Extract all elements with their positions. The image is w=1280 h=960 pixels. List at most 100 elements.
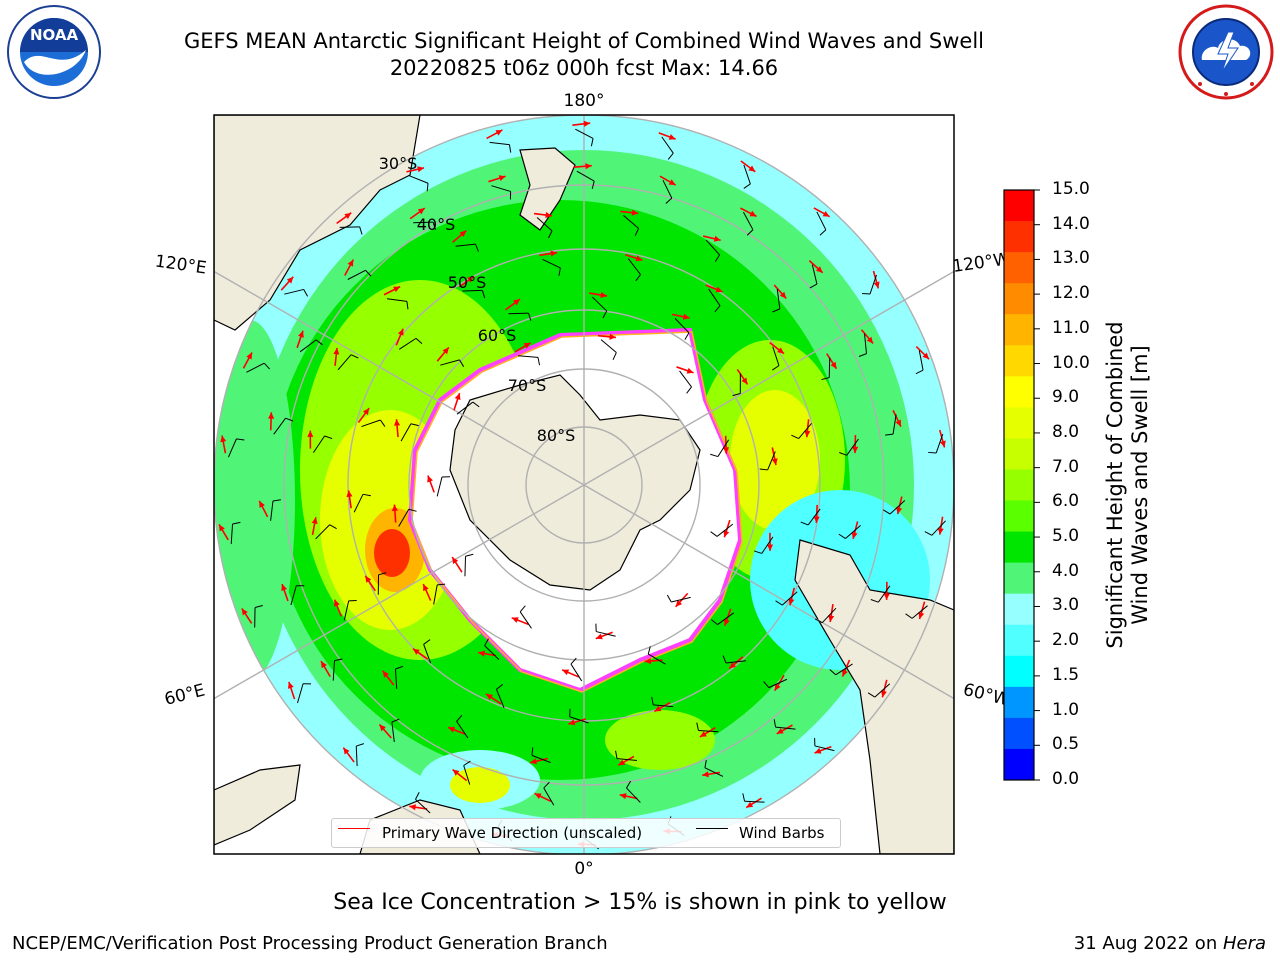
wave-arrowhead — [631, 209, 639, 216]
wind-barb — [864, 333, 867, 354]
wave-arrowhead — [523, 342, 531, 349]
wind-barb — [591, 296, 608, 312]
wind-barb-feather — [263, 362, 271, 370]
wave-arrowhead — [668, 134, 676, 140]
wind-barb — [828, 357, 831, 378]
wind-barb — [596, 631, 616, 637]
wave-arrowhead — [699, 731, 707, 737]
wind-barb-feather — [459, 359, 465, 367]
wind-barb — [508, 312, 529, 315]
wave-arrowhead — [815, 266, 823, 273]
wave-arrowhead — [427, 475, 433, 483]
wind-barb — [775, 726, 796, 730]
wind-barb-feather — [232, 521, 241, 525]
colorbar-tick-label: 10.0 — [1052, 352, 1090, 373]
wave-arrowhead — [896, 507, 903, 515]
wind-barb-feather — [543, 781, 550, 789]
wind-barb-feather — [710, 531, 718, 537]
wind-barb — [835, 663, 853, 676]
wind-barb — [653, 704, 674, 708]
wind-barb-feather — [882, 509, 891, 515]
wind-barb-feather — [867, 692, 876, 698]
wind-barb — [743, 164, 751, 185]
wind-barb-feather — [743, 183, 751, 189]
wave-arrowhead — [382, 670, 389, 678]
wind-barb-feather — [915, 369, 924, 375]
wind-barb — [717, 439, 730, 457]
wind-barb — [436, 476, 443, 497]
wind-barb-feather — [838, 533, 846, 539]
wave-arrowhead — [485, 693, 493, 700]
wave-arrowhead — [311, 517, 318, 524]
wind-barb-feather — [356, 743, 365, 747]
wind-barb-feather — [496, 683, 504, 690]
colorbar-segment — [1004, 686, 1034, 719]
wind-barb-feather — [285, 417, 294, 422]
wind-barb — [536, 217, 553, 232]
wave-arrowhead — [452, 769, 460, 776]
wave-arrowhead — [619, 793, 627, 800]
wind-barb-feather — [829, 669, 837, 676]
wind-barb-feather — [475, 243, 479, 252]
wave-arrowhead — [922, 352, 930, 360]
wind-barb — [409, 175, 429, 184]
colorbar-title-line1: Significant Height of Combined — [1103, 321, 1127, 649]
wind-barb — [361, 419, 381, 428]
wind-barb-feather — [924, 531, 933, 536]
wind-barb-feather — [684, 332, 690, 340]
wave-arrowhead — [454, 393, 461, 401]
wind-barb — [332, 660, 336, 681]
wind-barb-feather — [423, 639, 431, 645]
wind-barb — [227, 438, 237, 458]
wave-arrowhead — [442, 347, 449, 355]
wind-barb-feather — [885, 433, 894, 436]
colorbar-tick-label: 12.0 — [1052, 283, 1090, 304]
wave-arrowhead — [344, 212, 352, 219]
longitude-label-right_upper: 120°W — [951, 249, 1011, 277]
chart-subtitle: 20220825 t06z 000h fcst Max: 14.66 — [389, 56, 779, 80]
wind-barb-feather — [236, 438, 245, 441]
wind-barb — [343, 600, 350, 621]
wind-barb-feather — [303, 289, 309, 297]
wave-arrowhead — [550, 250, 558, 257]
wave-arrowhead — [568, 719, 576, 726]
wind-barb — [768, 678, 788, 689]
wave-arrowhead — [813, 516, 820, 523]
wind-barb — [845, 525, 861, 539]
wind-barb — [911, 605, 928, 619]
footer-credit: NCEP/EMC/Verification Post Processing Pr… — [12, 933, 608, 954]
wind-barb-feather — [570, 657, 577, 665]
wind-barb-feather — [272, 499, 281, 502]
wind-barb — [661, 136, 674, 154]
wind-barb — [600, 339, 617, 353]
wind-barb-feather — [711, 619, 718, 625]
wind-barb-feather — [870, 599, 879, 603]
wind-barb-feather — [415, 792, 420, 800]
colorbar-segment — [1004, 624, 1034, 657]
wind-barb-feather — [519, 605, 526, 613]
wind-barb-legend-label: Wind Barbs — [739, 824, 825, 842]
wind-barb — [347, 269, 366, 280]
wind-barb-feather — [426, 183, 429, 192]
wind-barb-feather — [379, 419, 386, 427]
colorbar-segment — [1004, 314, 1034, 346]
wind-barb — [531, 754, 551, 764]
wind-barb — [386, 298, 407, 302]
wind-barb-feather — [714, 254, 720, 262]
wind-barb — [462, 289, 483, 292]
wave-arrowhead — [880, 690, 887, 698]
wind-barb — [877, 585, 891, 603]
wind-barb-feather — [359, 226, 363, 235]
colorbar-segment — [1004, 252, 1034, 284]
wind-barb — [781, 591, 798, 606]
latitude-label: 80°S — [537, 426, 576, 445]
wave-arrowhead — [828, 615, 835, 622]
wave-arrowhead — [729, 662, 736, 669]
colorbar-segment — [1004, 407, 1034, 439]
colorbar-segment — [1004, 221, 1034, 253]
longitude-label-left_lower: 60°E — [163, 681, 207, 710]
latitude-label: 50°S — [448, 273, 487, 292]
wind-barb-feather — [704, 759, 707, 768]
wind-barb — [230, 523, 234, 544]
wind-barb — [716, 523, 734, 537]
